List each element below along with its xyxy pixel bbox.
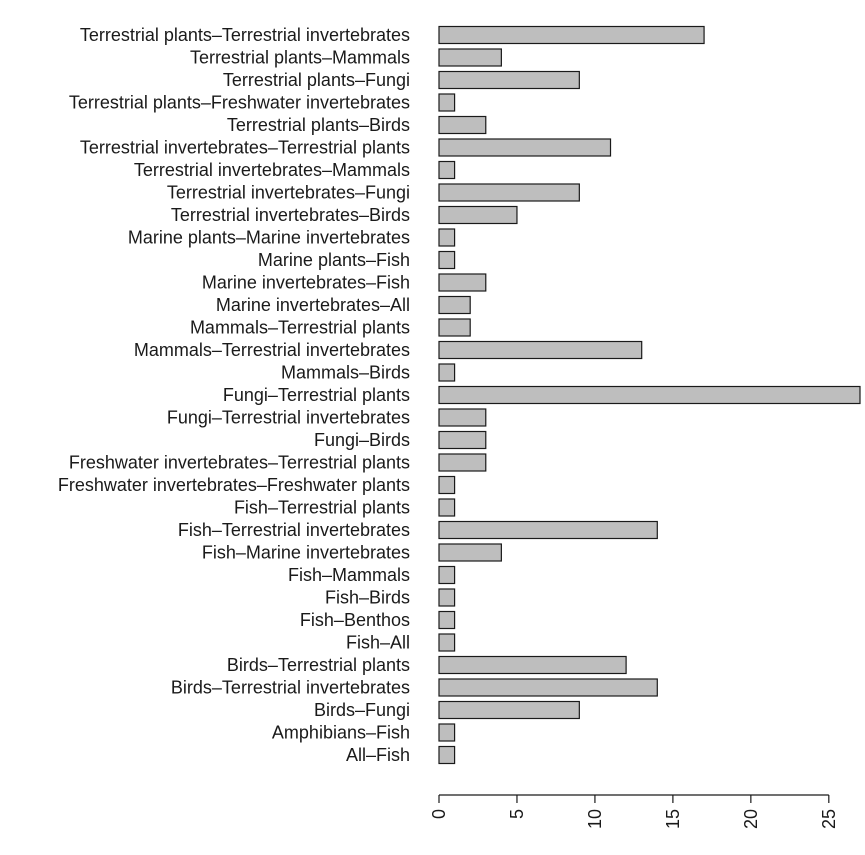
bar <box>438 183 580 202</box>
category-label: Birds–Fungi <box>314 700 410 720</box>
category-label: Marine invertebrates–Fish <box>202 273 410 293</box>
bar <box>438 48 502 67</box>
bar <box>438 408 487 427</box>
category-label: Birds–Terrestrial plants <box>227 655 410 675</box>
category-label: Fish–Mammals <box>288 565 410 585</box>
category-label: Terrestrial plants–Birds <box>227 115 410 135</box>
x-tick-label: 15 <box>663 809 683 829</box>
bar <box>438 318 471 337</box>
category-label: Mammals–Birds <box>281 363 410 383</box>
bar <box>438 115 487 135</box>
category-label: Terrestrial invertebrates–Terrestrial pl… <box>80 138 410 158</box>
category-label: Fish–Terrestrial plants <box>234 498 410 518</box>
category-label: Terrestrial plants–Terrestrial invertebr… <box>80 25 410 45</box>
category-label: Amphibians–Fish <box>272 723 410 743</box>
bar <box>438 385 861 405</box>
x-tick-label: 10 <box>585 809 605 829</box>
bar <box>438 363 456 382</box>
bar <box>438 610 456 630</box>
bar <box>438 543 502 562</box>
bar <box>438 565 456 585</box>
category-label: Marine plants–Fish <box>258 250 410 270</box>
bar <box>438 520 658 540</box>
x-tick-label: 5 <box>507 809 527 819</box>
category-label: Terrestrial invertebrates–Birds <box>171 205 410 225</box>
bar <box>438 453 487 472</box>
bar <box>438 228 456 247</box>
x-tick-label: 0 <box>429 809 449 819</box>
category-label: All–Fish <box>346 745 410 765</box>
bar <box>438 475 456 495</box>
x-tick-label: 25 <box>819 809 839 829</box>
category-label: Marine plants–Marine invertebrates <box>128 228 410 248</box>
bar <box>438 250 456 270</box>
bar <box>438 160 456 180</box>
bar <box>438 205 518 225</box>
category-label: Fungi–Terrestrial invertebrates <box>167 408 410 428</box>
category-label: Fish–Terrestrial invertebrates <box>178 520 410 540</box>
category-label: Terrestrial plants–Mammals <box>190 48 410 68</box>
bar <box>438 700 580 720</box>
bar <box>438 633 456 652</box>
bar <box>438 588 456 607</box>
bar <box>438 273 487 292</box>
x-tick-label: 20 <box>741 809 761 829</box>
category-label: Mammals–Terrestrial invertebrates <box>134 340 410 360</box>
bars <box>438 25 861 765</box>
bar <box>438 25 705 45</box>
category-label: Birds–Terrestrial invertebrates <box>171 678 410 698</box>
category-label: Fish–Benthos <box>300 610 410 630</box>
category-label: Fungi–Terrestrial plants <box>223 385 410 405</box>
category-label: Fish–Marine invertebrates <box>202 543 410 563</box>
bar <box>438 93 456 112</box>
bar <box>438 340 643 360</box>
category-label: Terrestrial invertebrates–Fungi <box>167 183 410 203</box>
category-label: Marine invertebrates–All <box>216 295 410 315</box>
bar <box>438 723 456 742</box>
x-axis: 0 5 10 15 20 25 <box>429 794 839 829</box>
bar <box>438 138 612 157</box>
bar <box>438 430 487 450</box>
bar <box>438 70 580 90</box>
category-label: Terrestrial plants–Fungi <box>223 70 410 90</box>
category-label: Freshwater invertebrates–Terrestrial pla… <box>69 453 410 473</box>
category-label: Terrestrial invertebrates–Mammals <box>134 160 410 180</box>
bar <box>438 295 471 315</box>
category-label: Fish–Birds <box>325 588 410 608</box>
bar <box>438 655 627 675</box>
category-label: Terrestrial plants–Freshwater invertebra… <box>69 93 410 113</box>
category-label: Fish–All <box>346 633 410 653</box>
category-label: Freshwater invertebrates–Freshwater plan… <box>58 475 410 495</box>
bar <box>438 678 658 697</box>
bar <box>438 498 456 517</box>
category-label: Mammals–Terrestrial plants <box>190 318 410 338</box>
category-label: Fungi–Birds <box>314 430 410 450</box>
bar <box>438 745 456 765</box>
category-labels: Terrestrial plants–Terrestrial invertebr… <box>58 25 410 765</box>
